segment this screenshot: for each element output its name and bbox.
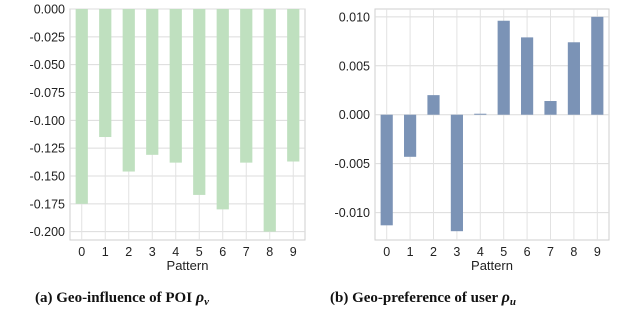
bar-pattern-2 [427,95,440,115]
bar-pattern-6 [521,37,534,115]
bar-pattern-5 [193,9,206,195]
y-tick-label: -0.075 [30,86,65,100]
y-tick-label: -0.025 [30,30,65,44]
bar-pattern-7 [544,101,557,115]
y-tick-label: 0.000 [339,108,370,122]
y-tick-label: -0.150 [30,169,65,183]
y-tick-label: -0.010 [335,206,370,220]
bar-pattern-3 [450,114,463,232]
caption-a: (a) Geo-influence of POI ρv [35,289,209,308]
x-axis-label: Pattern [471,258,513,273]
y-tick-label: 0.000 [34,3,65,17]
y-tick-label: -0.200 [30,225,65,239]
caption-b-symbol: ρ [501,289,510,306]
x-tick-label: 3 [149,245,156,259]
bar-pattern-7 [240,9,253,163]
x-tick-label: 6 [219,245,226,259]
bar-pattern-2 [122,9,135,172]
x-tick-label: 9 [594,245,601,259]
y-tick-label: -0.125 [30,142,65,156]
x-tick-label: 5 [196,245,203,259]
bar-pattern-0 [380,114,393,226]
bar-pattern-4 [169,9,182,163]
x-tick-label: 4 [172,245,179,259]
x-tick-label: 1 [102,245,109,259]
bar-pattern-9 [591,16,604,115]
x-tick-label: 6 [524,245,531,259]
caption-b-text: (b) Geo-preference of user [330,290,502,306]
y-tick-label: -0.175 [30,197,65,211]
x-tick-label: 0 [78,245,85,259]
bar-pattern-8 [263,9,276,232]
caption-a-symbol: ρ [195,289,204,306]
x-tick-label: 5 [500,245,507,259]
x-tick-label: 7 [547,245,554,259]
bar-pattern-3 [146,9,159,155]
y-tick-label: -0.050 [30,58,65,72]
x-tick-label: 0 [383,245,390,259]
x-axis-label: Pattern [167,258,209,273]
y-tick-label: 0.010 [339,10,370,24]
bar-pattern-9 [287,9,300,162]
x-tick-label: 8 [266,245,273,259]
x-tick-label: 8 [570,245,577,259]
bar-pattern-1 [404,114,417,157]
bar-pattern-5 [497,20,510,115]
bar-pattern-8 [567,42,580,115]
bar-pattern-1 [99,9,112,138]
y-tick-label: -0.005 [335,157,370,171]
y-tick-label: 0.005 [339,59,370,73]
x-tick-label: 2 [430,245,437,259]
bar-pattern-6 [216,9,229,210]
x-tick-label: 2 [125,245,132,259]
caption-b: (b) Geo-preference of user ρu [330,289,516,308]
x-tick-label: 9 [290,245,297,259]
caption-a-text: (a) Geo-influence of POI [35,290,196,306]
x-tick-label: 7 [243,245,250,259]
caption-b-subscript: u [510,296,516,308]
bar-pattern-0 [75,9,88,204]
bar-pattern-4 [474,113,487,115]
x-tick-label: 3 [453,245,460,259]
x-tick-label: 4 [477,245,484,259]
y-tick-label: -0.100 [30,114,65,128]
caption-a-subscript: v [204,296,209,308]
x-tick-label: 1 [407,245,414,259]
chart-panel-b: 0.010 0.005 0.000 -0.005 -0.010 0 1 2 3 4 5 6 7 8 9 Pat… [335,8,610,273]
chart-panel-a: 0.000 -0.025 -0.050 -0.075 -0.100 -0.125 -0.15… [30,3,306,273]
